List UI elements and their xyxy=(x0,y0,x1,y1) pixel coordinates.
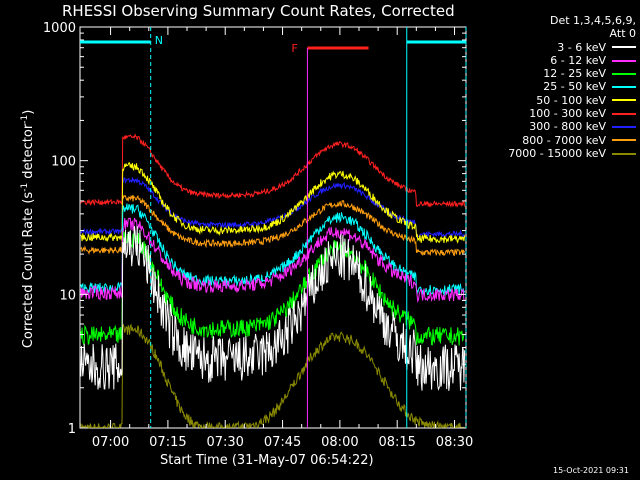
y-tick-label: 1000 xyxy=(43,21,76,36)
x-axis-label: Start Time (31-May-07 06:54:22) xyxy=(160,453,374,468)
legend-swatch xyxy=(612,126,636,129)
generation-timestamp: 15-Oct-2021 09:31 xyxy=(553,466,629,475)
legend-entry: 12 - 25 keV xyxy=(470,67,636,80)
legend-attenuator-header: Att 0 xyxy=(609,27,636,41)
series-line-8 xyxy=(80,194,466,257)
legend-entry-label: 100 - 300 keV xyxy=(529,107,606,121)
legend-entry-label: 7000 - 15000 keV xyxy=(508,146,606,160)
legend-entry-label: 6 - 12 keV xyxy=(550,53,606,67)
legend-detector-header: Det 1,3,4,5,6,9, xyxy=(549,14,636,27)
legend-entry-label: 300 - 800 keV xyxy=(529,120,606,134)
legend-entry: 50 - 100 keV xyxy=(470,94,636,107)
y-axis-label: Corrected Count Rate (s-1 detector-1) xyxy=(19,109,37,349)
legend-entry-label: 12 - 25 keV xyxy=(543,67,606,81)
y-tick-label: 10 xyxy=(59,288,76,303)
night-label: N xyxy=(155,34,163,47)
legend-swatch xyxy=(612,86,636,89)
x-tick-label: 08:30 xyxy=(436,435,473,450)
series-line-1 xyxy=(80,225,466,391)
series-line-5 xyxy=(80,162,466,244)
legend-entry: 25 - 50 keV xyxy=(470,80,636,93)
series-line-4 xyxy=(80,203,466,297)
x-tick-label: 08:15 xyxy=(378,435,415,450)
legend-entry: 3 - 6 keV xyxy=(470,41,636,54)
legend-entry: 300 - 800 keV xyxy=(470,120,636,133)
x-tick-label: 08:00 xyxy=(321,435,358,450)
legend-entry-label: 50 - 100 keV xyxy=(536,93,606,107)
legend-entry-label: 25 - 50 keV xyxy=(543,80,606,94)
legend-swatch xyxy=(612,152,636,155)
y-tick-label: 100 xyxy=(51,155,76,170)
legend-swatch xyxy=(612,46,636,49)
legend-swatch xyxy=(612,72,636,75)
x-tick-label: 07:15 xyxy=(149,435,186,450)
flare-label: F xyxy=(291,42,297,55)
legend-entry: 6 - 12 keV xyxy=(470,54,636,67)
x-tick-label: 07:30 xyxy=(206,435,243,450)
x-tick-label: 07:45 xyxy=(264,435,301,450)
x-tick-label: 07:00 xyxy=(92,435,129,450)
y-tick-label: 1 xyxy=(68,422,76,437)
legend-entry: 100 - 300 keV xyxy=(470,107,636,120)
legend-swatch xyxy=(612,139,636,142)
legend-swatch xyxy=(612,59,636,62)
legend-swatch xyxy=(612,112,636,115)
legend-entry: 7000 - 15000 keV xyxy=(470,147,636,160)
plot-frame xyxy=(79,26,467,429)
series-line-6 xyxy=(80,133,466,208)
legend-entry-label: 800 - 7000 keV xyxy=(522,133,606,147)
legend-entry: 800 - 7000 keV xyxy=(470,134,636,147)
legend-swatch xyxy=(612,99,636,102)
chart-title: RHESSI Observing Summary Count Rates, Co… xyxy=(62,2,455,20)
legend-entry-label: 3 - 6 keV xyxy=(557,40,606,54)
series-line-9 xyxy=(80,323,465,430)
legend: Det 1,3,4,5,6,9, Att 0 3 - 6 keV 6 - 12 k… xyxy=(470,14,636,160)
series-line-2 xyxy=(80,217,465,304)
